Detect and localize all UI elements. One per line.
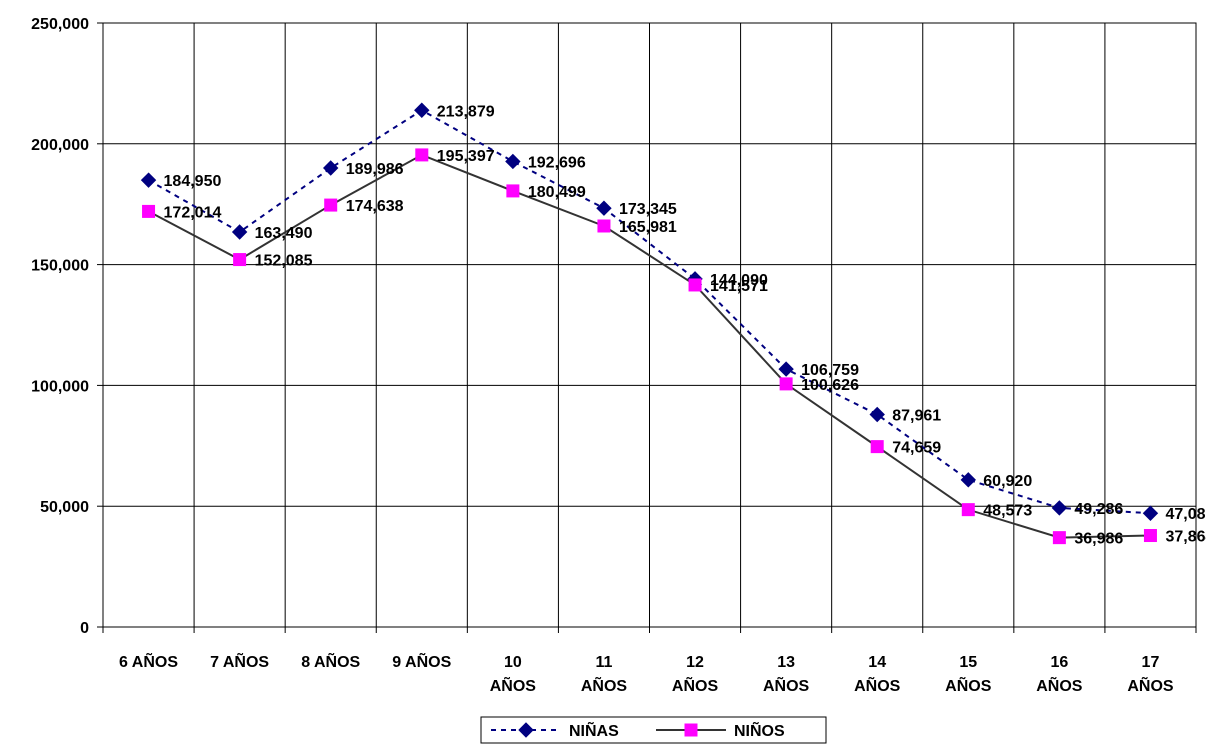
data-point-ninas [323,160,339,176]
x-tick-label: 14 AÑOS [854,654,901,695]
data-point-ninas [869,406,885,423]
data-label-ninas: 189,986 [346,161,404,178]
x-tick-label: 9 AÑOS [392,651,451,671]
data-point-ninas [1142,505,1159,521]
data-label-ninas: 192,696 [528,154,586,171]
data-point-ninos [1143,529,1157,543]
axes: 0 50,000 100,000 150,000 200,000 250,000 6 AÑO… [31,16,1197,695]
y-tick-label: 50,000 [40,499,89,516]
data-label-ninas: 163,490 [255,225,313,242]
series [140,102,1159,545]
data-label-ninos: 195,397 [437,148,495,165]
data-label-ninas: 47,085 [1165,506,1206,523]
data-point-ninos [506,184,520,198]
data-label-ninas: 213,879 [437,103,495,120]
data-label-ninos: 141,571 [710,278,768,295]
data-point-ninos [415,148,429,162]
y-tick-label: 200,000 [31,137,89,154]
data-point-ninos [233,253,247,267]
data-point-ninos [597,219,611,233]
legend-marker-ninos [684,723,698,737]
data-point-ninos [779,377,793,391]
data-point-ninos [870,440,884,454]
data-label-ninos: 174,638 [346,198,404,215]
x-tick-label: 16 AÑOS [1036,654,1083,695]
data-label-ninos: 74,659 [892,440,941,457]
legend-box [480,716,827,744]
legend-marker-ninas [518,722,534,738]
data-point-ninos [688,278,702,292]
data-point-ninas [140,172,157,188]
data-point-ninos [961,503,975,517]
x-tick-label: 12 AÑOS [672,654,719,695]
series-line-ninas [148,109,1151,515]
data-label-ninos: 48,573 [983,503,1032,520]
data-point-ninas [414,102,430,118]
x-tick-label: 6 AÑOS [119,651,178,671]
x-tick-label: 13 AÑOS [763,654,810,695]
data-label-ninos: 152,085 [255,253,313,270]
data-labels: 184,950 163,490 189,986 213,879 192,696 173,3… [164,103,1206,547]
data-point-ninas [505,153,521,170]
grid [102,22,1197,628]
data-label-ninos: 165,981 [619,219,677,236]
data-label-ninas: 87,961 [892,407,941,424]
x-tick-label: 15 AÑOS [945,654,992,695]
data-point-ninos [142,204,156,218]
data-point-ninas [1051,500,1068,516]
data-label-ninos: 36,986 [1074,531,1123,548]
data-point-ninos [1052,531,1066,545]
y-tick-label: 150,000 [31,258,89,275]
y-tick-label: 100,000 [31,378,89,395]
series-line-ninos [148,153,1151,539]
y-tick-label: 250,000 [31,16,89,33]
data-label-ninas: 60,920 [983,473,1032,490]
x-tick-label: 10 AÑOS [490,654,537,695]
x-tick-label: 7 AÑOS [210,651,269,671]
data-point-ninos [324,198,338,212]
data-point-ninas [596,200,612,216]
x-tick-label: 11 AÑOS [581,654,628,695]
legend-label-ninos: NIÑOS [734,720,785,740]
data-point-ninas [778,361,794,377]
data-label-ninos: 37,864 [1165,529,1206,546]
y-tick-label: 0 [80,620,89,637]
data-label-ninos: 100,626 [801,377,859,394]
data-point-ninas [231,224,248,240]
x-tick-label: 8 AÑOS [301,651,360,671]
data-label-ninas: 106,759 [801,362,859,379]
legend-label-ninas: NIÑAS [569,720,619,740]
data-label-ninos: 172,014 [164,204,222,221]
data-point-ninas [960,472,976,488]
data-label-ninos: 180,499 [528,184,586,201]
data-label-ninas: 173,345 [619,201,677,218]
data-label-ninas: 144,090 [710,272,768,289]
data-label-ninas: 49,286 [1074,501,1123,518]
data-label-ninas: 184,950 [164,173,222,190]
legend: NIÑAS NIÑOS [480,716,827,744]
x-tick-label: 17 AÑOS [1127,654,1174,695]
